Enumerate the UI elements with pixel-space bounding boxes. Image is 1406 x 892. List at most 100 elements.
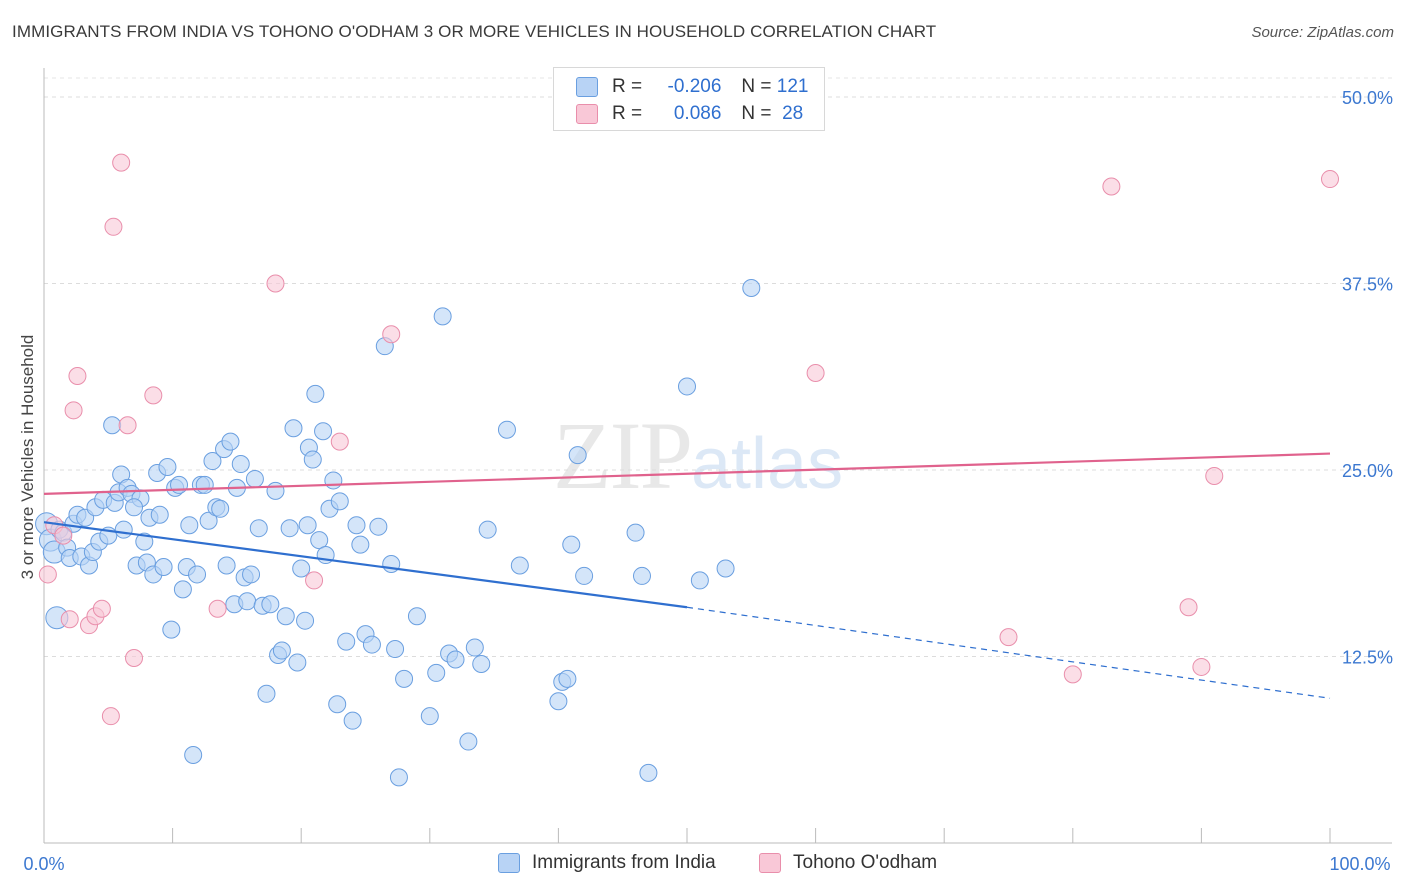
trend-lines bbox=[43, 452, 1331, 699]
y-tick-label: 12.5% bbox=[1342, 648, 1393, 668]
india-n-value: 121 bbox=[776, 76, 809, 97]
y-axis-label: 3 or more Vehicles in Household bbox=[18, 335, 37, 580]
legend-row-tohono: R = 0.086 N = 28 bbox=[576, 101, 803, 127]
legend-item-india: Immigrants from India bbox=[498, 852, 716, 874]
data-point bbox=[217, 556, 236, 575]
data-point bbox=[158, 458, 177, 477]
data-point bbox=[195, 475, 214, 494]
n-label: N = bbox=[741, 76, 772, 97]
data-point bbox=[459, 732, 478, 751]
data-point bbox=[395, 669, 414, 688]
data-point bbox=[337, 632, 356, 651]
data-point bbox=[180, 516, 199, 535]
x-tick-label: 0.0% bbox=[23, 854, 64, 874]
y-tick-label: 50.0% bbox=[1342, 88, 1393, 108]
data-point bbox=[150, 505, 169, 524]
tohono-legend-label: Tohono O'odham bbox=[793, 852, 938, 873]
chart-title: IMMIGRANTS FROM INDIA VS TOHONO O'ODHAM … bbox=[12, 22, 937, 41]
data-point bbox=[280, 519, 299, 538]
data-point bbox=[347, 516, 366, 535]
data-point bbox=[296, 611, 315, 630]
data-point bbox=[125, 498, 144, 517]
data-point bbox=[144, 386, 163, 405]
data-point bbox=[575, 566, 594, 585]
data-point bbox=[276, 607, 295, 626]
data-point bbox=[407, 607, 426, 626]
n-label: N = bbox=[741, 103, 772, 124]
y-tick-label: 37.5% bbox=[1342, 275, 1393, 295]
data-point bbox=[245, 469, 264, 488]
legend-row-india: R = -0.206 N = 121 bbox=[576, 74, 808, 100]
data-point bbox=[298, 516, 317, 535]
watermark-atlas: atlas bbox=[691, 424, 844, 504]
india-legend-label: Immigrants from India bbox=[532, 852, 716, 873]
data-point bbox=[188, 565, 207, 584]
data-point bbox=[306, 384, 325, 403]
y-tick-label: 25.0% bbox=[1342, 461, 1393, 481]
data-point bbox=[154, 557, 173, 576]
data-point bbox=[288, 653, 307, 672]
data-point bbox=[92, 599, 111, 618]
data-point bbox=[118, 416, 137, 435]
data-point bbox=[221, 432, 240, 451]
data-point bbox=[678, 377, 696, 396]
data-point bbox=[324, 471, 343, 490]
trend-line-india-projection bbox=[686, 606, 1331, 699]
data-point bbox=[242, 565, 261, 584]
data-point bbox=[101, 707, 120, 726]
data-points bbox=[35, 153, 1339, 787]
india-r-value: -0.206 bbox=[667, 76, 722, 97]
data-point bbox=[690, 571, 709, 590]
india-legend-swatch bbox=[498, 853, 520, 873]
data-point bbox=[742, 278, 761, 297]
data-point bbox=[211, 499, 230, 518]
data-point bbox=[472, 654, 491, 673]
data-point bbox=[558, 669, 577, 688]
data-point bbox=[184, 745, 203, 764]
data-point bbox=[314, 422, 333, 441]
data-point bbox=[199, 511, 218, 530]
data-point bbox=[639, 763, 658, 782]
data-point bbox=[54, 526, 73, 545]
tohono-legend-swatch bbox=[759, 853, 781, 873]
data-point bbox=[427, 663, 446, 682]
data-point bbox=[208, 599, 227, 618]
data-point bbox=[266, 274, 285, 293]
data-point bbox=[173, 580, 192, 599]
data-point bbox=[114, 520, 133, 539]
data-point bbox=[351, 535, 370, 554]
india-swatch bbox=[576, 77, 598, 97]
data-point bbox=[1179, 598, 1198, 617]
data-point bbox=[510, 556, 529, 575]
tick-labels: 12.5% 25.0% 37.5% 50.0% 0.0% 100.0% 3 or more … bbox=[18, 88, 1393, 874]
data-point bbox=[478, 520, 497, 539]
data-point bbox=[103, 416, 122, 435]
data-point bbox=[231, 455, 250, 474]
r-label: R = bbox=[612, 76, 643, 97]
data-point bbox=[266, 481, 285, 500]
data-point bbox=[68, 367, 87, 386]
tohono-n-value: 28 bbox=[782, 103, 804, 124]
data-point bbox=[806, 364, 825, 383]
trend-line-india bbox=[43, 521, 688, 609]
stats-legend: R = -0.206 N = 121 R = 0.086 N = 28 bbox=[553, 67, 825, 131]
data-point bbox=[1205, 466, 1224, 485]
data-point bbox=[420, 707, 439, 726]
data-point bbox=[562, 535, 581, 554]
data-point bbox=[626, 523, 645, 542]
data-point bbox=[446, 650, 465, 669]
data-point bbox=[369, 517, 388, 536]
data-point bbox=[1102, 177, 1121, 196]
data-point bbox=[257, 684, 276, 703]
data-point bbox=[60, 610, 79, 629]
r-label: R = bbox=[612, 103, 643, 124]
data-point bbox=[1321, 170, 1339, 189]
data-point bbox=[249, 519, 268, 538]
data-point bbox=[343, 711, 362, 730]
x-tick-label: 100.0% bbox=[1329, 854, 1390, 874]
data-point bbox=[238, 592, 257, 611]
trend-line-tohono bbox=[43, 452, 1331, 495]
data-point bbox=[203, 452, 222, 471]
data-point bbox=[330, 492, 349, 511]
